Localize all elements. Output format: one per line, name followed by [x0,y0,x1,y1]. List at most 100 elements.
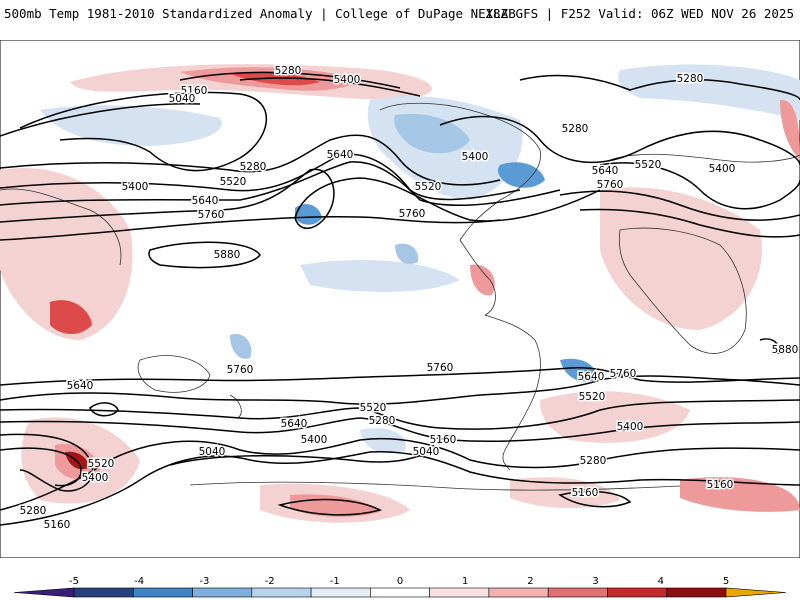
contour-5640-south [0,375,800,405]
contour-label-text: 5520 [415,181,442,193]
eurasia-outline [609,153,800,163]
contour-label-text: 5640 [67,380,94,392]
warm-anomaly-africa [600,187,762,330]
contour-5760-south [0,366,800,386]
warm-anomaly-east-asia [780,99,800,160]
colorbar-tick-label: -1 [330,576,340,587]
contour-label-5760: 5760 [196,208,226,223]
contour-label-text: 5760 [610,368,637,380]
contour-label-text: 5520 [579,391,606,403]
cool-anomaly-north-pacific [40,105,222,146]
contour-label-5520: 5520 [218,175,248,190]
colorbar-tick-label: -4 [134,576,144,587]
colorbar-tick-label: 2 [527,576,533,587]
contour-label-5520: 5520 [358,401,388,416]
contour-label-5280: 5280 [578,454,608,469]
contour-label-5160: 5160 [428,433,458,448]
contour-label-text: 5160 [181,85,208,97]
contour-label-5520: 5520 [86,457,116,472]
contour-5760-europe [579,208,800,238]
contour-label-text: 5400 [301,434,328,446]
model-run-info: 18Z GFS | F252 Valid: 06Z WED NOV 26 202… [485,6,794,21]
contour-label-5640: 5640 [279,417,309,432]
cool-anomaly-pacific-trough [295,204,322,225]
contour-5400-north-pacific [0,153,521,201]
contour-label-text: 5160 [707,479,734,491]
colorbar-tick-label: -3 [199,576,209,587]
contour-label-text: 5280 [240,161,267,173]
contour-5040-north-pacific [19,91,268,172]
land-outlines [0,102,800,491]
contour-label-text: 5640 [192,195,219,207]
contour-label-5400: 5400 [615,420,645,435]
asia-outline [0,188,122,266]
contour-label-text: 5280 [369,415,396,427]
contour-label-5520: 5520 [413,180,443,195]
contour-label-text: 5280 [20,505,47,517]
colorbar-swatch [370,587,430,598]
contour-label-5160: 5160 [179,84,209,99]
cool-anomaly-coral-sea [230,334,252,359]
contour-5280-arctic [179,71,401,89]
warm-anomaly-southern-indian-east [680,477,800,512]
contour-label-text: 5640 [578,371,605,383]
cool-anomaly-tropics [300,260,460,292]
contour-label-text: 5400 [709,163,736,175]
cool-anomaly-siberia [618,64,800,120]
contour-label-5640: 5640 [590,164,620,179]
contour-label-text: 5400 [617,421,644,433]
contour-5400-arctic [239,77,421,97]
contour-label-5400: 5400 [120,180,150,195]
colorbar-swatch [192,587,253,598]
contour-label-text: 5640 [592,165,619,177]
contour-5520-south [0,399,800,430]
contour-label-5040: 5040 [167,92,197,107]
new-zealand-outline [229,394,242,419]
colorbar-tick-label: -2 [265,576,275,587]
contour-5520-low [0,433,94,492]
contour-label-5760: 5760 [425,361,455,376]
contour-5400-south [0,417,800,443]
contour-label-text: 5760 [227,364,254,376]
contour-5760-north-pacific [0,216,501,241]
contour-5640-europe [559,190,800,221]
contour-label-text: 5520 [635,159,662,171]
contour-label-5040: 5040 [411,445,441,460]
contour-label-5640: 5640 [190,194,220,209]
cool-anomaly-south-atlantic [560,358,596,382]
contour-label-5280: 5280 [560,122,590,137]
colorbar-tick-label: 1 [462,576,468,587]
colorbar-tick-label: -5 [69,576,79,587]
contour-5880-pacific [148,241,261,269]
colorbar-swatch [429,587,490,598]
cool-anomaly-south-pacific [360,428,406,454]
contour-label-text: 5040 [413,446,440,458]
colorbar: -5 -4 -3 -2 -1 0 1 2 3 4 5 [13,576,787,598]
contour-label-5760: 5760 [608,367,638,382]
antarctica-outline [189,481,681,491]
contour-label-text: 5760 [399,208,426,220]
contour-label-5520: 5520 [633,158,663,173]
warm-anomaly-south-asia [0,168,133,340]
contour-label-text: 5280 [580,455,607,467]
contour-label-5400: 5400 [460,150,490,165]
contour-label-5760: 5760 [397,207,427,222]
contour-label-5400: 5400 [707,162,737,177]
cool-anomaly-great-lakes [497,162,545,188]
colorbar-swatch [73,587,134,598]
contour-label-text: 5040 [199,446,226,458]
contour-closed-south-atlantic [558,490,632,508]
contour-label-text: 5280 [275,65,302,77]
colorbar-swatch [666,587,727,598]
contour-5160-north-pacific [0,103,201,137]
contour-5280-atlantic [519,74,800,101]
warm-anomaly-indian-ocean [50,300,92,335]
cool-anomaly-north-america-core [394,113,470,154]
contour-closed-southern-ocean [277,498,383,516]
contour-label-5280: 5280 [675,72,705,87]
warm-anomaly-central-america [470,264,495,296]
contour-label-5040: 5040 [197,445,227,460]
australia-outline [137,355,211,393]
contour-label-5400: 5400 [299,433,329,448]
